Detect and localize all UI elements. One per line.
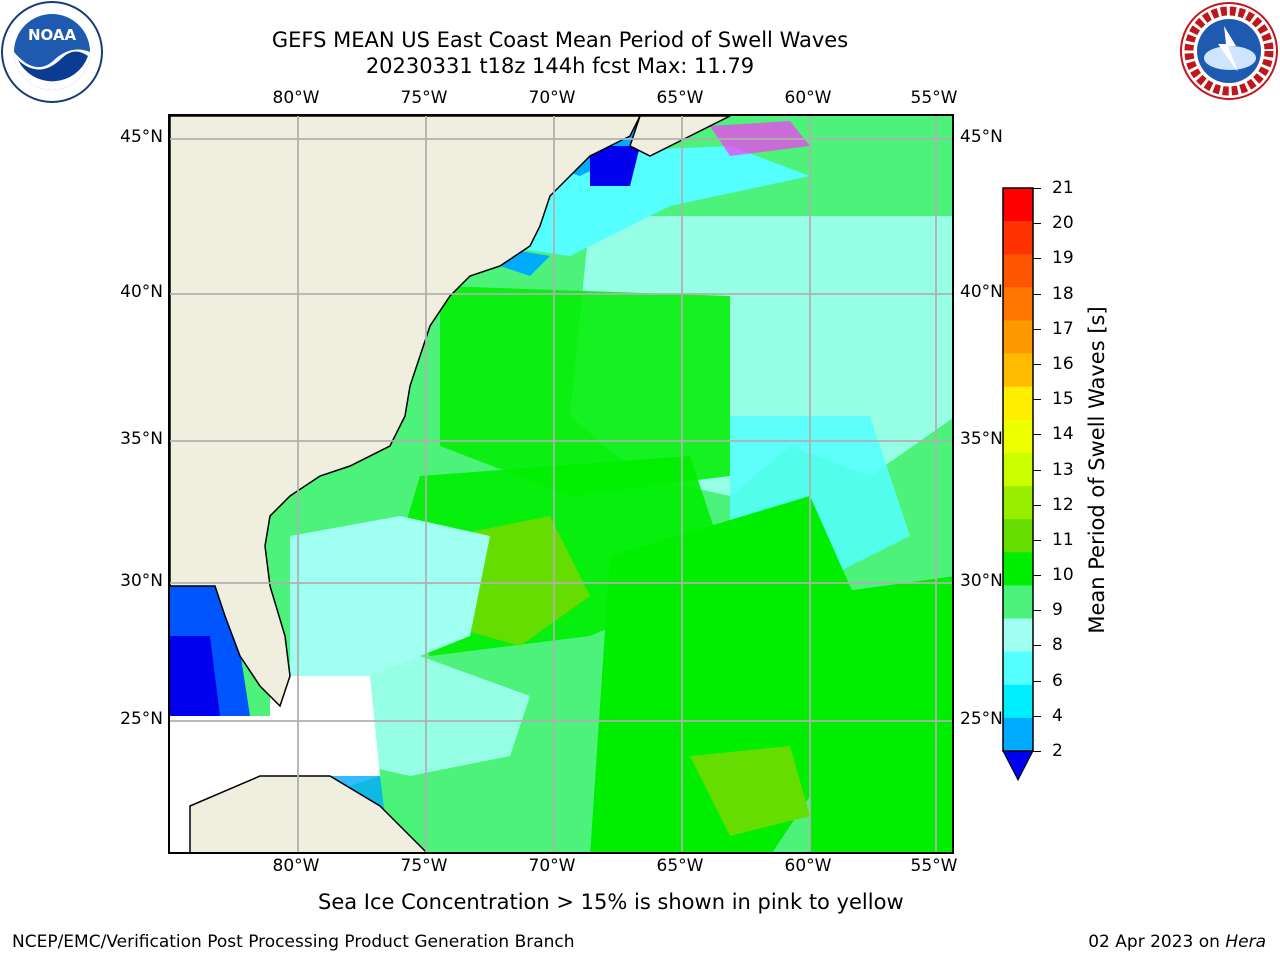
colorbar-tick-mark <box>1033 188 1041 189</box>
lat-label-left: 45°N <box>120 127 163 147</box>
svg-text:NOAA: NOAA <box>28 26 77 44</box>
colorbar-tick-label: 2 <box>1052 741 1063 761</box>
colorbar-segment <box>1003 221 1033 255</box>
colorbar-tick-label: 12 <box>1052 494 1074 515</box>
swell-period-map <box>170 116 952 852</box>
colorbar-segment <box>1003 287 1033 322</box>
colorbar-tick-mark <box>1033 328 1041 330</box>
colorbar-tick-label: 6 <box>1052 670 1063 691</box>
colorbar-segment <box>1003 386 1033 421</box>
generation-date: 02 Apr 2023 on Hera <box>1088 932 1266 952</box>
colorbar-tick-label: 16 <box>1052 353 1074 374</box>
colorbar-tick-label: 13 <box>1052 459 1074 480</box>
colorbar-tick-label: 14 <box>1052 424 1074 445</box>
colorbar-label: Mean Period of Swell Waves [s] <box>1085 306 1109 634</box>
colorbar-tick-label: 17 <box>1052 318 1074 339</box>
colorbar-segment <box>1003 585 1033 620</box>
colorbar-segment <box>1003 486 1033 520</box>
producer-credit: NCEP/EMC/Verification Post Processing Pr… <box>12 932 575 952</box>
lat-label-right: 45°N <box>960 127 1003 147</box>
colorbar-tick-mark <box>1033 363 1041 365</box>
lon-label-bottom: 70°W <box>528 856 576 876</box>
colorbar-segment <box>1003 254 1033 288</box>
colorbar-tick-mark <box>1033 751 1041 752</box>
lat-label-right: 35°N <box>960 429 1003 449</box>
lon-label-bottom: 65°W <box>656 856 704 876</box>
lat-label-right: 25°N <box>960 709 1003 729</box>
colorbar-segment <box>1003 552 1033 587</box>
chart-subtitle: 20230331 t18z 144h fcst Max: 11.79 <box>365 54 755 78</box>
colorbar-tick-mark <box>1033 715 1041 717</box>
colorbar-tick-label: 10 <box>1052 565 1074 586</box>
colorbar-tick-label: 4 <box>1052 705 1063 726</box>
colorbar-segment <box>1003 717 1033 752</box>
colorbar-tick-mark <box>1033 434 1041 436</box>
colorbar-tick-label: 20 <box>1052 213 1074 234</box>
lon-label-top: 60°W <box>784 88 832 108</box>
colorbar-tick-mark <box>1033 504 1041 506</box>
colorbar-tick-label: 11 <box>1052 529 1074 550</box>
generation-date-text: 02 Apr 2023 on <box>1088 932 1226 952</box>
colorbar <box>1002 187 1034 782</box>
lat-label-left: 30°N <box>120 571 163 591</box>
lat-label-left: 40°N <box>120 282 163 302</box>
colorbar-tick-mark <box>1033 469 1041 471</box>
colorbar-segments <box>1003 188 1033 752</box>
noaa-logo: NOAA <box>1 1 103 103</box>
colorbar-segment <box>1003 320 1033 355</box>
lon-label-bottom: 75°W <box>400 856 448 876</box>
colorbar-segment <box>1003 618 1033 653</box>
swell-field-patches <box>170 116 952 852</box>
lon-label-top: 55°W <box>910 88 958 108</box>
colorbar-tick-label: 19 <box>1052 248 1074 269</box>
lat-label-right: 40°N <box>960 282 1003 302</box>
lon-label-bottom: 80°W <box>272 856 320 876</box>
lat-label-left: 35°N <box>120 429 163 449</box>
colorbar-segment <box>1003 353 1033 388</box>
colorbar-tick-mark <box>1033 223 1041 225</box>
sea-ice-note: Sea Ice Concentration > 15% is shown in … <box>318 890 904 914</box>
colorbar-segment <box>1003 188 1033 222</box>
lon-label-top: 65°W <box>656 88 704 108</box>
colorbar-tick-label: 15 <box>1052 389 1074 410</box>
colorbar-tick-label: 9 <box>1052 600 1063 621</box>
colorbar-tick-mark <box>1033 539 1041 541</box>
colorbar-tick-mark <box>1033 610 1041 612</box>
graticule <box>170 116 952 852</box>
nws-logo <box>1180 2 1278 100</box>
machine-name: Hera <box>1225 932 1266 952</box>
colorbar-tick-label: 8 <box>1052 635 1063 656</box>
map-panel <box>168 114 954 854</box>
colorbar-tick-mark <box>1033 680 1041 682</box>
colorbar-tick-label: 18 <box>1052 283 1074 304</box>
chart-title: GEFS MEAN US East Coast Mean Period of S… <box>271 28 849 52</box>
colorbar-tick-mark <box>1033 645 1041 647</box>
colorbar-segment <box>1003 651 1033 686</box>
colorbar-tick-mark <box>1033 258 1041 260</box>
colorbar-tick-label: 21 <box>1052 178 1074 198</box>
colorbar-segment <box>1003 452 1033 487</box>
lon-label-bottom: 60°W <box>784 856 832 876</box>
land-areas <box>170 116 731 852</box>
colorbar-extend-triangle <box>1002 750 1034 782</box>
lat-label-left: 25°N <box>120 709 163 729</box>
colorbar-segment <box>1003 519 1033 553</box>
lon-label-bottom: 55°W <box>910 856 958 876</box>
lon-label-top: 75°W <box>400 88 448 108</box>
lat-label-right: 30°N <box>960 571 1003 591</box>
colorbar-tick-mark <box>1033 293 1041 295</box>
colorbar-segment <box>1003 419 1033 454</box>
colorbar-tick-mark <box>1033 399 1041 401</box>
colorbar-segment <box>1003 684 1033 719</box>
colorbar-tick-mark <box>1033 575 1041 577</box>
lon-label-top: 80°W <box>272 88 320 108</box>
lon-label-top: 70°W <box>528 88 576 108</box>
